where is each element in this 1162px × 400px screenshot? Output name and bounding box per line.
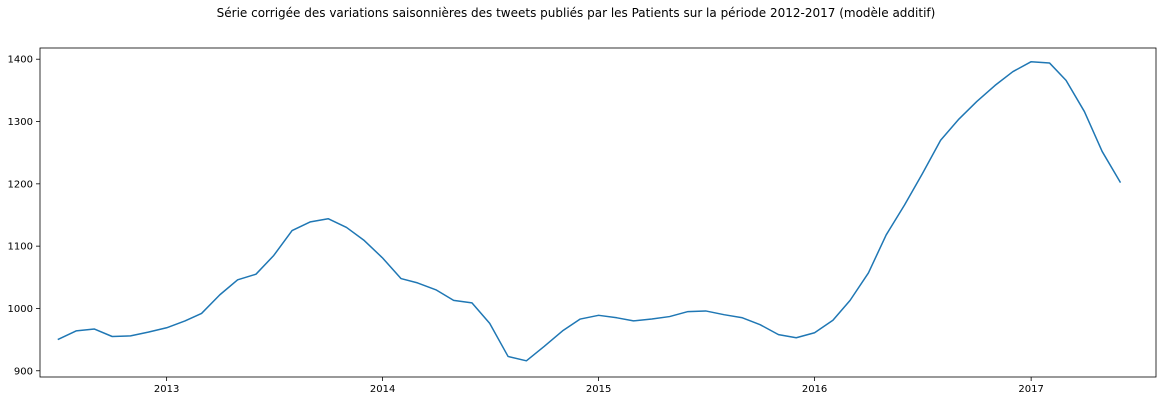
y-tick-label: 900 [14,366,33,377]
series-line [57,60,1122,362]
chart-title: Série corrigée des variations saisonnièr… [217,6,936,20]
x-axis: 2013 2014 2015 2016 2017 [154,377,1044,395]
y-tick-label: 1300 [8,117,33,128]
y-tick-label: 1200 [8,179,33,190]
y-axis: 900 1000 1100 1200 1300 1400 [8,55,40,377]
y-tick-label: 1400 [8,55,33,66]
x-tick-label: 2016 [802,384,827,395]
x-tick-label: 2013 [154,384,179,395]
series-layer [57,60,1122,362]
y-tick-label: 1000 [8,304,33,315]
x-tick-label: 2017 [1018,384,1043,395]
x-tick-label: 2014 [370,384,395,395]
y-tick-label: 1100 [8,242,33,253]
plot-area-frame [39,47,1157,378]
x-tick-label: 2015 [586,384,611,395]
